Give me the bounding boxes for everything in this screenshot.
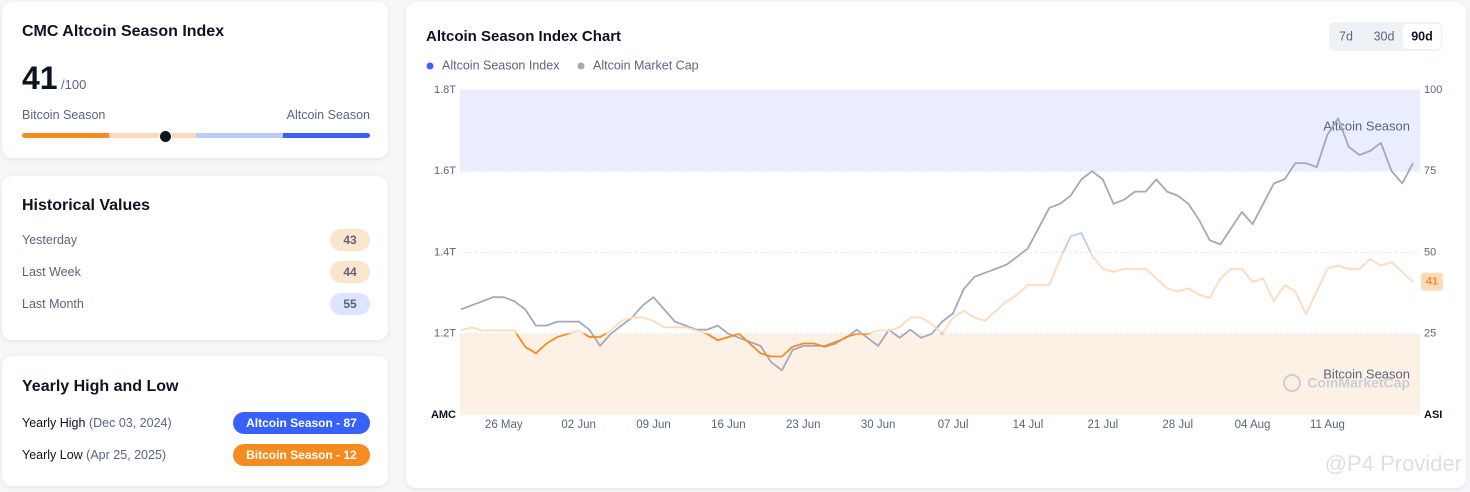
gauge-knob	[158, 130, 172, 143]
chart-watermark: CoinMarketCap	[1307, 375, 1410, 391]
x-tick-label: 02 Jun	[561, 419, 596, 431]
x-tick-label: 23 Jun	[786, 419, 821, 431]
y-tick-label: 1.6T	[434, 165, 456, 177]
x-tick-label: 28 Jul	[1162, 419, 1193, 431]
history-label: Last Week	[22, 265, 81, 279]
history-badge: 55	[330, 293, 370, 315]
gauge-bar	[22, 133, 370, 138]
yearly-label: Yearly Low	[22, 448, 83, 462]
gauge-value: 41	[22, 60, 58, 96]
yearly-date: (Dec 03, 2024)	[88, 416, 172, 430]
season-region	[460, 333, 1420, 415]
range-button[interactable]: 7d	[1339, 29, 1353, 43]
yearly-badge: Bitcoin Season - 12	[233, 444, 370, 466]
yearly-row: Yearly Low (Apr 25, 2025)	[22, 448, 166, 462]
season-region	[460, 90, 1420, 172]
last-value-label: 41	[1426, 276, 1438, 288]
y-tick-label: 1.8T	[434, 84, 456, 96]
historical-card: Historical Values Yesterday 43 Last Week 44…	[2, 176, 388, 340]
y-axis-label: AMC	[431, 409, 456, 421]
x-tick-label: 26 May	[485, 419, 523, 431]
region-label: Bitcoin Season	[1323, 366, 1410, 381]
x-tick-label: 21 Jul	[1087, 419, 1118, 431]
x-tick-label: 04 Aug	[1235, 419, 1271, 431]
last-value-badge	[1421, 272, 1443, 291]
gauge-max: /100	[61, 77, 87, 92]
legend-label: Altcoin Season Index	[442, 58, 560, 72]
x-tick-label: 16 Jun	[711, 419, 746, 431]
gauge-card: CMC Altcoin Season Index 41 /100 Bitcoin…	[2, 2, 388, 158]
x-tick-label: 11 Aug	[1310, 419, 1345, 431]
chart-title: Altcoin Season Index Chart	[426, 28, 621, 45]
y2-tick-label: 75	[1424, 165, 1436, 177]
x-tick-label: 14 Jul	[1013, 419, 1044, 431]
range-button[interactable]: 30d	[1374, 29, 1395, 43]
historical-title: Historical Values	[22, 197, 151, 214]
gauge-right-label: Altcoin Season	[286, 108, 370, 122]
series-line	[460, 232, 1414, 358]
range-active	[1403, 24, 1441, 49]
y2-tick-label: 100	[1424, 84, 1442, 96]
y2-axis-label: ASI	[1424, 409, 1442, 421]
yearly-date: (Apr 25, 2025)	[86, 448, 167, 462]
yearly-row: Yearly High (Dec 03, 2024)	[22, 416, 172, 430]
history-badge: 43	[330, 229, 370, 251]
history-label: Last Month	[22, 297, 84, 311]
y-tick-label: 1.2T	[434, 328, 456, 340]
x-tick-label: 30 Jun	[861, 419, 896, 431]
x-tick-label: 07 Jul	[938, 419, 969, 431]
y-tick-label: 1.4T	[434, 246, 456, 258]
yearly-badge: Altcoin Season - 87	[233, 412, 370, 434]
region-label: Altcoin Season	[1323, 118, 1410, 133]
legend-dot	[577, 62, 585, 70]
y2-tick-label: 50	[1424, 246, 1436, 258]
history-label: Yesterday	[22, 233, 78, 247]
x-tick-label: 09 Jun	[636, 419, 671, 431]
legend-dot	[426, 62, 434, 70]
gauge-left-label: Bitcoin Season	[22, 108, 106, 122]
history-badge: 44	[330, 261, 370, 283]
gauge-title: CMC Altcoin Season Index	[22, 23, 225, 40]
watermark-logo	[1283, 374, 1301, 392]
legend-label: Altcoin Market Cap	[593, 58, 699, 72]
range-button[interactable]: 90d	[1411, 29, 1433, 43]
yearly-card: Yearly High and Low Yearly High (Dec 03,…	[2, 356, 388, 486]
yearly-title: Yearly High and Low	[22, 378, 179, 395]
y2-tick-label: 25	[1424, 328, 1436, 340]
yearly-label: Yearly High	[22, 416, 86, 430]
page-watermark: @P4 Provider	[1325, 451, 1462, 476]
